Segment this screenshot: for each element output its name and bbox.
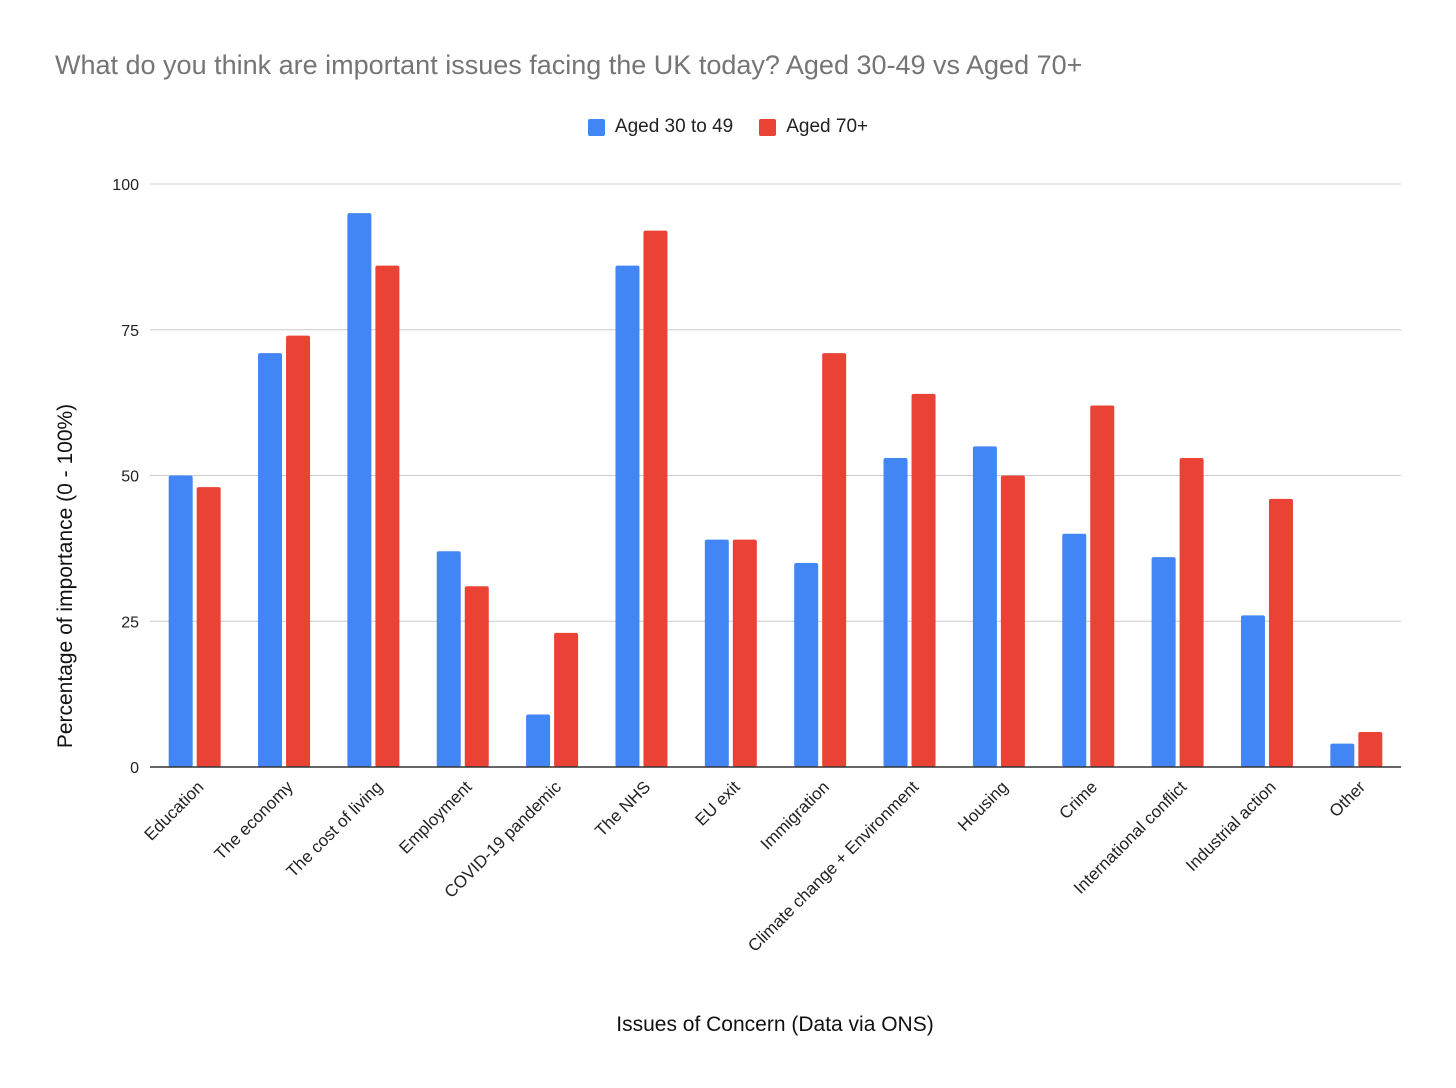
x-tick-label: EU exit: [691, 777, 743, 829]
bar-aged-70-plus[interactable]: [643, 230, 668, 767]
x-tick-label: Other: [1326, 777, 1370, 821]
bars: [168, 213, 1383, 768]
bar-aged-70-plus[interactable]: [1358, 732, 1383, 767]
bar-aged-70-plus[interactable]: [1179, 458, 1204, 767]
bar-aged-70-plus[interactable]: [375, 265, 400, 767]
x-axis-title: Issues of Concern (Data via ONS): [616, 1013, 933, 1036]
chart-title: What do you think are important issues f…: [55, 50, 1083, 80]
x-tick-label: Housing: [954, 777, 1012, 835]
bar-aged-30-to-49[interactable]: [1240, 615, 1265, 767]
bar-aged-30-to-49[interactable]: [436, 551, 461, 767]
y-tick-label: 25: [121, 614, 139, 631]
x-tick-label: The cost of living: [283, 777, 387, 881]
x-tick-label: Crime: [1056, 777, 1101, 822]
bar-aged-70-plus[interactable]: [554, 632, 579, 767]
bar-aged-70-plus[interactable]: [286, 335, 311, 767]
legend-label-series-2: Aged 70+: [786, 116, 869, 137]
bar-aged-30-to-49[interactable]: [347, 213, 372, 767]
gridlines: [150, 183, 1401, 622]
bar-aged-70-plus[interactable]: [1000, 475, 1025, 768]
x-tick-label: Employment: [395, 777, 475, 857]
legend-label-series-1: Aged 30 to 49: [614, 116, 734, 137]
legend-swatch-series-1: [587, 118, 605, 136]
bar-aged-30-to-49[interactable]: [258, 353, 283, 767]
y-axis-title: Percentage of importance (0 - 100%): [54, 404, 77, 748]
bar-aged-30-to-49[interactable]: [526, 714, 551, 767]
bar-aged-30-to-49[interactable]: [1062, 533, 1087, 767]
bar-aged-30-to-49[interactable]: [1151, 557, 1176, 767]
bar-aged-30-to-49[interactable]: [972, 446, 997, 767]
bar-aged-30-to-49[interactable]: [1330, 743, 1355, 767]
bar-aged-30-to-49[interactable]: [883, 458, 908, 767]
y-tick-label: 0: [130, 760, 139, 777]
legend-swatch-series-2: [759, 118, 777, 136]
bar-aged-30-to-49[interactable]: [615, 265, 640, 767]
x-tick-label: Immigration: [757, 777, 833, 853]
x-tick-label: The economy: [211, 777, 298, 864]
bar-aged-70-plus[interactable]: [822, 353, 847, 767]
bar-aged-70-plus[interactable]: [911, 393, 936, 767]
bar-aged-30-to-49[interactable]: [794, 562, 819, 767]
x-tick-label: The NHS: [591, 777, 654, 840]
bar-aged-70-plus[interactable]: [196, 487, 221, 767]
y-tick-label: 75: [121, 323, 139, 340]
legend: Aged 30 to 49 Aged 70+: [0, 116, 1456, 138]
bar-aged-30-to-49[interactable]: [168, 475, 193, 768]
legend-item-series-1[interactable]: Aged 30 to 49: [587, 116, 734, 138]
bar-aged-70-plus[interactable]: [1090, 405, 1115, 767]
x-tick-label: Education: [141, 777, 208, 844]
y-axis-ticks: 0 25 50 75 100: [112, 177, 139, 777]
y-tick-label: 50: [121, 469, 139, 486]
legend-item-series-2[interactable]: Aged 70+: [759, 116, 868, 138]
x-tick-label: Industrial action: [1182, 777, 1280, 875]
bar-aged-70-plus[interactable]: [732, 539, 757, 767]
bar-aged-70-plus[interactable]: [1268, 498, 1293, 767]
x-tick-label: Climate change + Environment: [744, 777, 922, 955]
y-tick-label: 100: [112, 177, 139, 194]
bar-aged-30-to-49[interactable]: [704, 539, 729, 767]
bar-aged-70-plus[interactable]: [464, 586, 489, 767]
